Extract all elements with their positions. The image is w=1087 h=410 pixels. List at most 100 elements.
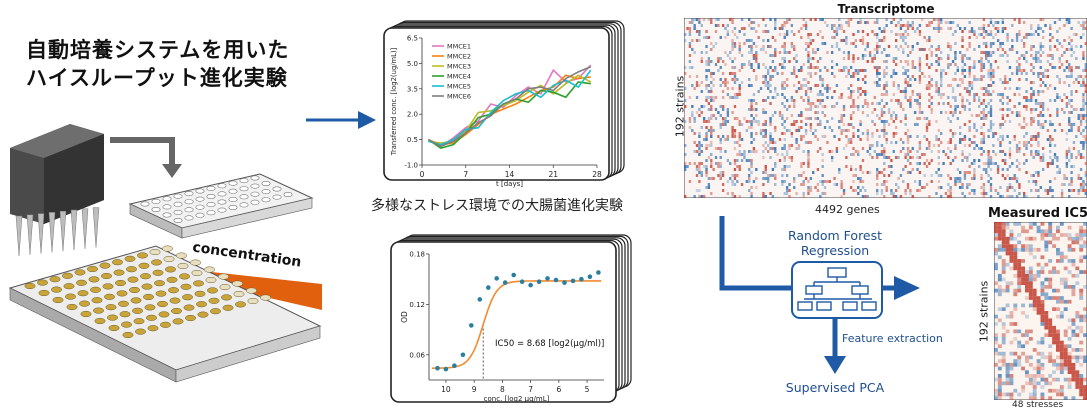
well (162, 204, 172, 210)
heatmap-cell (1079, 270, 1084, 274)
well (119, 311, 131, 318)
heatmap-cell (999, 99, 1002, 102)
heatmap-cell (1025, 285, 1029, 289)
heatmap-cell (1048, 318, 1053, 323)
heatmap-cell (859, 21, 862, 24)
heatmap-cell (906, 21, 910, 24)
heatmap-cell (1063, 39, 1066, 42)
heatmap-cell (1037, 90, 1040, 93)
heatmap-cell (885, 189, 888, 192)
heatmap-cell (918, 162, 922, 165)
heatmap-cell (807, 102, 810, 105)
heatmap-cell (880, 39, 884, 42)
heatmap-cell (894, 72, 898, 75)
heatmap-cell (1036, 362, 1041, 367)
heatmap-cell (809, 189, 813, 192)
y-tick-label: 2.0 (407, 111, 418, 119)
heatmap-cell (769, 45, 772, 48)
heatmap-cell (947, 54, 950, 57)
well (112, 259, 123, 266)
heatmap-cell (894, 126, 898, 129)
heatmap-cell (719, 162, 722, 165)
heatmap-cell (1037, 132, 1040, 135)
well (52, 296, 64, 304)
heatmap-cell (774, 126, 777, 129)
heatmap-cell (958, 78, 962, 81)
heatmap-cell (1030, 150, 1033, 153)
heatmap-cell (1067, 259, 1072, 263)
heatmap-cell (800, 96, 803, 99)
heatmap-cell (1039, 78, 1042, 81)
heatmap-cell (1037, 195, 1040, 198)
heatmap-cell (745, 39, 749, 42)
heatmap-cell (982, 114, 986, 117)
heatmap-cell (1039, 156, 1042, 159)
heatmap-cell (1040, 322, 1045, 326)
heatmap-cell (1008, 165, 1012, 168)
heatmap-cell (980, 102, 983, 105)
heatmap-cell (1079, 244, 1084, 248)
well (261, 180, 271, 186)
heatmap-cell (980, 51, 983, 54)
heatmap-cell (1083, 240, 1087, 245)
heatmap-cell (876, 189, 879, 192)
heatmap-cell (707, 57, 711, 60)
heatmap-cell (902, 90, 905, 93)
heatmap-cell (996, 48, 1000, 51)
heatmap-cell (774, 39, 777, 42)
heatmap-cell (764, 129, 767, 132)
heatmap-cell (1040, 385, 1045, 389)
heatmap-cell (899, 138, 903, 141)
heatmap-cell (878, 72, 881, 75)
heatmap-cell (814, 117, 817, 120)
heatmap-cell (793, 66, 796, 69)
heatmap-cell (809, 123, 813, 126)
heatmap-cell (1082, 189, 1085, 192)
heatmap-cell (854, 39, 858, 42)
heatmap-cell (1063, 111, 1066, 114)
heatmap-cell (1075, 45, 1078, 48)
heatmap-cell (719, 174, 722, 177)
heatmap-cell (755, 177, 758, 180)
heatmap-cell (1063, 299, 1068, 304)
heatmap-cell (819, 147, 822, 150)
heatmap-cell (1068, 99, 1071, 102)
heatmap-cell (752, 54, 756, 57)
heatmap-cell (1058, 42, 1061, 45)
heatmap-cell (899, 102, 903, 105)
heatmap-cell (774, 87, 777, 90)
heatmap-cell (1037, 114, 1040, 117)
heatmap-cell (1079, 75, 1083, 78)
heatmap-cell (700, 57, 703, 60)
heatmap-cell (1079, 120, 1083, 123)
heatmap-cell (695, 84, 699, 87)
heatmap-cell (904, 132, 907, 135)
heatmap-cell (1039, 66, 1042, 69)
heatmap-cell (1051, 189, 1054, 192)
heatmap-cell (1048, 329, 1053, 334)
well (250, 175, 260, 181)
heatmap-cell (999, 54, 1002, 57)
heatmap-cell (973, 189, 976, 192)
heatmap-cell (928, 105, 931, 108)
heatmap-cell (1068, 111, 1071, 114)
heatmap-cell (1063, 51, 1066, 54)
heatmap-cell (989, 195, 993, 198)
heatmap-cell (766, 177, 770, 180)
measured-xlabel: 48 stresses (1012, 400, 1064, 410)
heatmap-cell (1052, 296, 1057, 300)
heatmap-cell (1005, 303, 1010, 308)
heatmap-cell (999, 45, 1002, 48)
heatmap-cell (781, 66, 784, 69)
heatmap-cell (866, 135, 869, 138)
heatmap-cell (883, 126, 886, 129)
heatmap-cell (714, 24, 718, 27)
heatmap-cell (1032, 381, 1037, 386)
heatmap-cell (838, 126, 841, 129)
heatmap-cell (1015, 66, 1019, 69)
well (191, 269, 203, 277)
heatmap-cell (733, 132, 737, 135)
heatmap-cell (800, 138, 803, 141)
heatmap-cell (1075, 381, 1080, 386)
heatmap-cell (804, 108, 808, 111)
